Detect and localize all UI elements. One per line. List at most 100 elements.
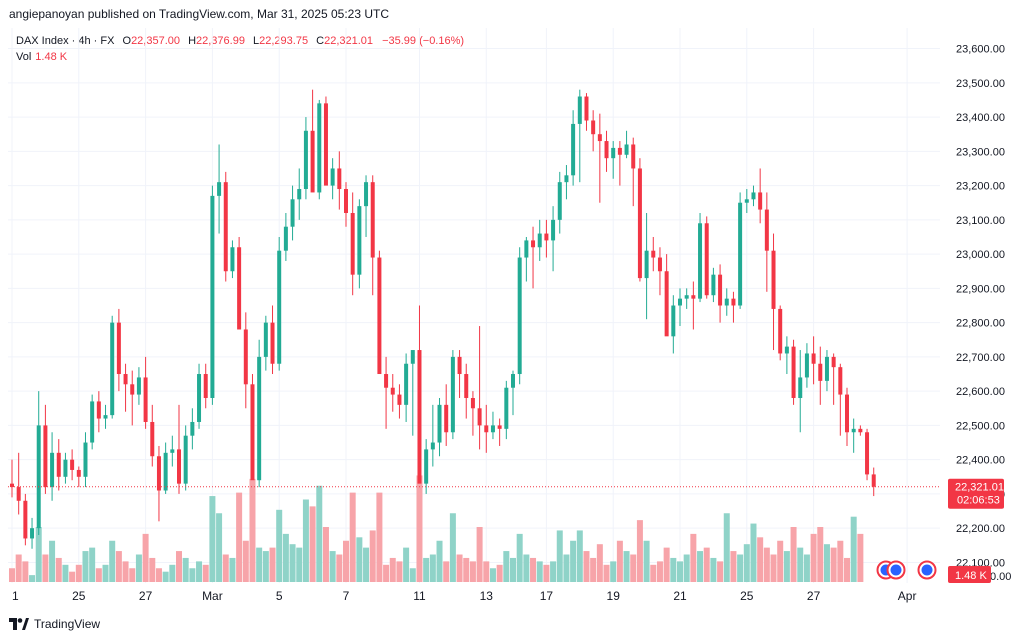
- price-axis[interactable]: 22,100.0022,200.0022,300.0022,400.0022,5…: [948, 44, 1011, 583]
- volume-bar: [236, 492, 243, 582]
- volume-bar: [115, 551, 122, 582]
- volume-badge-label: 1.48 K: [955, 570, 987, 582]
- volume-bar: [717, 561, 724, 582]
- volume-label[interactable]: Vol: [16, 51, 32, 63]
- volume-bar: [229, 557, 236, 582]
- volume-bar: [176, 551, 182, 582]
- candle-body: [871, 474, 876, 487]
- time-tick-label: 13: [480, 589, 494, 603]
- volume-bar: [790, 527, 797, 582]
- volume-bar: [429, 554, 436, 582]
- time-tick-label: 7: [343, 589, 350, 603]
- volume-bar: [416, 475, 423, 582]
- candle-body: [257, 356, 262, 481]
- candle-body: [851, 428, 856, 433]
- candle-body: [210, 195, 215, 398]
- volume-bar: [510, 557, 516, 582]
- candle-body: [678, 298, 682, 306]
- volume-bar: [363, 547, 370, 582]
- price-tick-label: 22,200.00: [956, 523, 1005, 535]
- candle-body: [384, 374, 389, 388]
- volume-bar: [42, 554, 49, 582]
- volume-bar: [710, 557, 717, 582]
- volume-bar: [189, 568, 196, 582]
- volume-bar: [149, 557, 156, 582]
- time-tick-label: 25: [740, 589, 754, 603]
- candle-body: [457, 356, 462, 375]
- volume-bar: [496, 564, 503, 582]
- volume-bar: [369, 530, 376, 582]
- volume-bar: [777, 540, 784, 582]
- time-axis[interactable]: 1 25 27 Mar 5 7 11 13 17 19 21 25 27 Apr: [12, 589, 916, 603]
- candle-body: [764, 209, 769, 251]
- time-tick-label: 27: [807, 589, 821, 603]
- open-value: 22,357.00: [131, 35, 180, 47]
- volume-bar: [256, 547, 263, 582]
- candle-body: [657, 257, 662, 272]
- candle-body: [123, 374, 128, 385]
- candle-body: [323, 103, 328, 186]
- volume-bar: [249, 478, 256, 582]
- candle-body: [30, 528, 35, 539]
- candle-body: [470, 398, 475, 409]
- volume-bar: [169, 564, 176, 582]
- volume-bar: [630, 554, 637, 582]
- volume-bar: [763, 547, 770, 582]
- change-value: −35.99 (−0.16%): [382, 35, 465, 47]
- candle-body: [698, 223, 703, 299]
- open-label: O: [122, 35, 132, 47]
- candle-body: [270, 322, 275, 364]
- volume-bar: [623, 551, 630, 582]
- volume-bar: [543, 564, 550, 582]
- volume-bar: [697, 551, 704, 582]
- candle-body: [617, 147, 622, 155]
- candle-body: [277, 250, 282, 364]
- high-value: 22,376.99: [196, 35, 245, 47]
- price-tick-label: 22,800.00: [956, 318, 1005, 330]
- volume-bar: [743, 544, 750, 582]
- volume-bar: [336, 554, 343, 582]
- candle-body: [344, 189, 348, 213]
- candle-body: [297, 189, 302, 200]
- volume-bar: [209, 496, 216, 582]
- volume-bar: [823, 544, 830, 582]
- candle-body: [430, 442, 435, 450]
- candle-body: [718, 274, 723, 306]
- volume-bar: [343, 540, 349, 582]
- candle-body: [865, 432, 870, 475]
- candle-body: [330, 168, 335, 186]
- candle-body: [16, 487, 21, 501]
- candle-body: [778, 308, 783, 354]
- time-tick-label: Apr: [898, 589, 917, 603]
- time-tick-label: 11: [413, 589, 426, 603]
- volume-bar: [403, 547, 410, 582]
- price-tick-label: 23,300.00: [956, 146, 1005, 158]
- volume-bar: [222, 554, 229, 582]
- event-marker-flag-icon: [921, 564, 933, 576]
- candle-body: [597, 134, 602, 142]
- volume-bar: [62, 564, 69, 582]
- candle-body: [410, 350, 415, 364]
- price-tick-label: 22,700.00: [956, 352, 1005, 364]
- candle-body: [90, 401, 95, 443]
- candle-body: [250, 384, 255, 481]
- volume-axis-zero-label: 0.00: [990, 571, 1011, 583]
- candle-body: [290, 199, 295, 227]
- candle-body: [283, 226, 288, 251]
- symbol-label[interactable]: DAX Index · 4h · FX: [16, 35, 115, 47]
- candle-body: [537, 233, 542, 248]
- price-tick-label: 22,900.00: [956, 283, 1005, 295]
- candle-body: [337, 168, 342, 190]
- volume-bar: [803, 554, 810, 582]
- candle-body: [177, 449, 181, 484]
- volume-bar: [302, 499, 309, 582]
- volume-bar: [797, 547, 804, 582]
- candle-body: [557, 182, 562, 220]
- candle-body: [243, 329, 248, 385]
- price-tick-label: 23,400.00: [956, 112, 1005, 124]
- candle-body: [584, 96, 589, 121]
- candle-body: [651, 250, 656, 258]
- time-tick-label: 5: [276, 589, 283, 603]
- candle-body: [831, 356, 836, 368]
